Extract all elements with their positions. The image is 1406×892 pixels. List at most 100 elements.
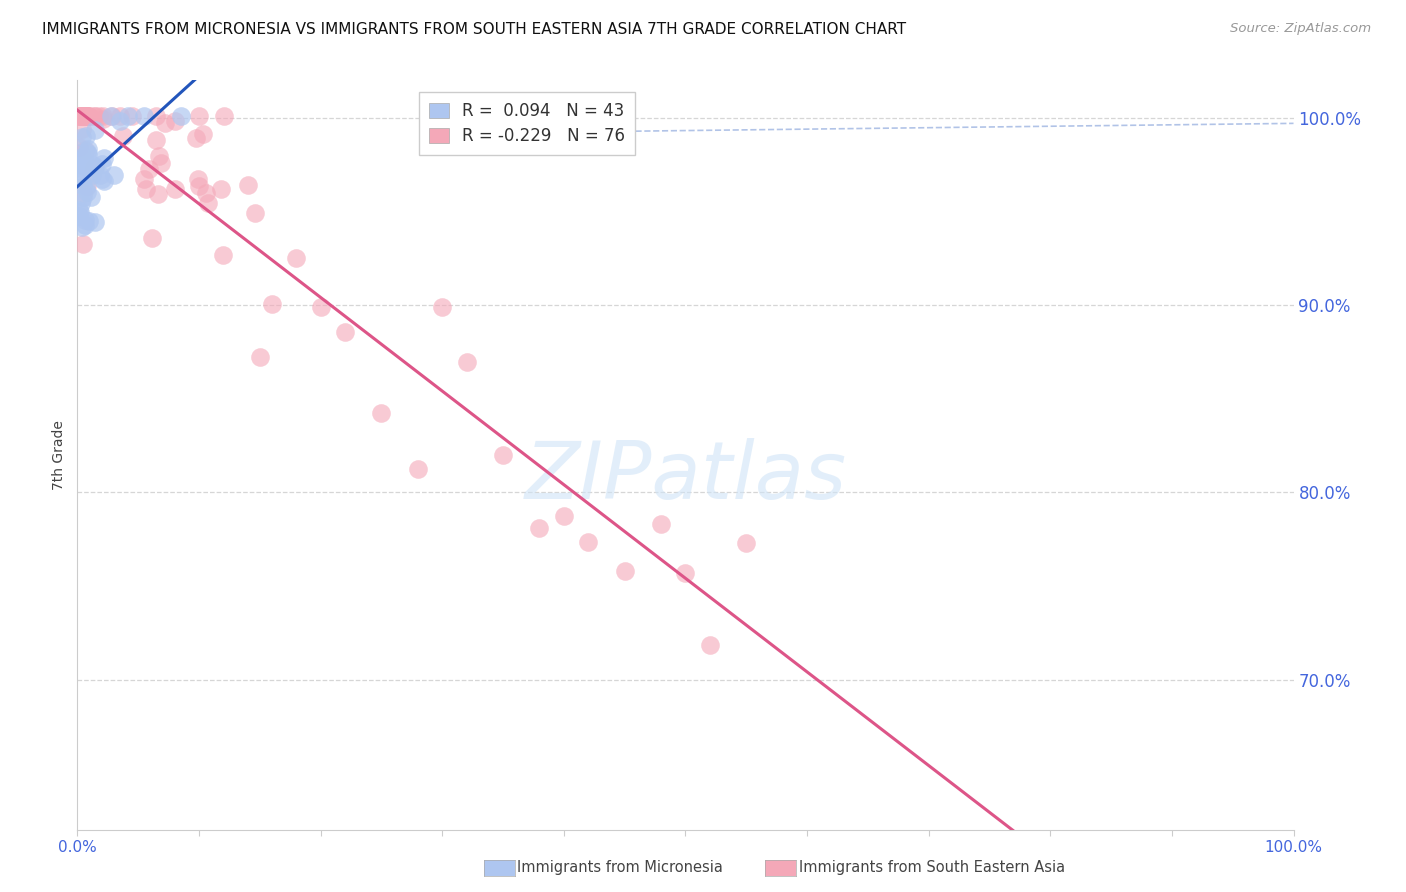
Point [69, 204, 91, 219]
Point [73, 109, 96, 123]
Point [76, 109, 98, 123]
Point [260, 296, 283, 310]
Point [249, 350, 271, 364]
Point [93, 173, 115, 187]
Point [103, 168, 125, 182]
Point [72, 178, 94, 193]
Point [163, 113, 186, 128]
Point [73, 159, 96, 173]
Point [70, 109, 93, 123]
Point [187, 172, 209, 186]
Point [121, 109, 143, 123]
Point [82, 168, 104, 182]
Point [76, 109, 98, 123]
Point [67, 109, 90, 123]
Point [93, 151, 115, 165]
Point [77, 109, 100, 123]
Point [70, 130, 93, 145]
Point [83, 160, 105, 174]
Point [91, 112, 114, 126]
Point [77, 214, 100, 228]
Point [613, 565, 636, 579]
Point [214, 109, 236, 123]
Point [75, 143, 97, 157]
Point [69, 109, 91, 123]
Point [83, 161, 105, 176]
Point [138, 162, 160, 177]
Point [529, 520, 551, 534]
Point [699, 638, 721, 652]
Point [82, 158, 104, 172]
Point [67, 156, 90, 170]
Point [108, 114, 131, 128]
Point [236, 178, 259, 192]
Point [70, 220, 93, 235]
Point [75, 180, 97, 194]
Point [100, 109, 122, 123]
Point [67, 209, 90, 223]
Point [83, 109, 105, 123]
Text: IMMIGRANTS FROM MICRONESIA VS IMMIGRANTS FROM SOUTH EASTERN ASIA 7TH GRADE CORRE: IMMIGRANTS FROM MICRONESIA VS IMMIGRANTS… [42, 22, 907, 37]
Point [148, 149, 170, 163]
Point [76, 186, 98, 200]
Point [83, 109, 105, 123]
Point [406, 462, 429, 476]
Point [245, 206, 267, 220]
Point [91, 109, 114, 123]
Point [735, 535, 758, 549]
Text: Immigrants from Micronesia: Immigrants from Micronesia [517, 861, 723, 875]
Point [76, 109, 98, 123]
Point [69, 195, 91, 210]
Point [80, 190, 103, 204]
Point [170, 109, 193, 123]
Point [553, 509, 575, 524]
Point [135, 182, 157, 196]
Point [492, 448, 515, 462]
Point [212, 248, 235, 262]
Point [84, 123, 107, 137]
Point [91, 172, 114, 186]
Point [108, 109, 131, 123]
Point [333, 326, 356, 340]
Point [76, 179, 98, 194]
Point [146, 187, 169, 202]
Point [650, 517, 672, 532]
Point [184, 131, 207, 145]
Point [72, 237, 94, 252]
Point [155, 116, 177, 130]
Point [77, 109, 100, 123]
Legend: R =  0.094   N = 43, R = -0.229   N = 76: R = 0.094 N = 43, R = -0.229 N = 76 [419, 93, 636, 155]
Point [117, 109, 139, 123]
Point [67, 109, 90, 123]
Point [134, 109, 156, 123]
Point [73, 109, 96, 123]
Point [72, 186, 94, 201]
Point [67, 202, 90, 217]
Point [70, 121, 93, 136]
Point [194, 186, 217, 200]
Point [101, 109, 124, 123]
Point [197, 195, 219, 210]
Point [75, 169, 97, 184]
Point [187, 179, 209, 194]
Point [77, 142, 100, 156]
Point [67, 161, 90, 176]
Point [72, 190, 94, 204]
Point [69, 152, 91, 166]
Point [67, 171, 90, 186]
Point [430, 300, 453, 314]
Point [150, 156, 173, 170]
Point [67, 139, 90, 153]
Point [209, 182, 232, 196]
Text: ZIPatlas: ZIPatlas [524, 438, 846, 516]
Point [134, 172, 156, 186]
Point [89, 109, 111, 123]
Text: Immigrants from South Eastern Asia: Immigrants from South Eastern Asia [799, 861, 1064, 875]
Point [77, 109, 100, 123]
Point [285, 252, 308, 266]
Point [141, 231, 163, 245]
Point [70, 109, 93, 123]
Point [75, 218, 97, 232]
Point [89, 168, 111, 182]
Point [72, 109, 94, 123]
